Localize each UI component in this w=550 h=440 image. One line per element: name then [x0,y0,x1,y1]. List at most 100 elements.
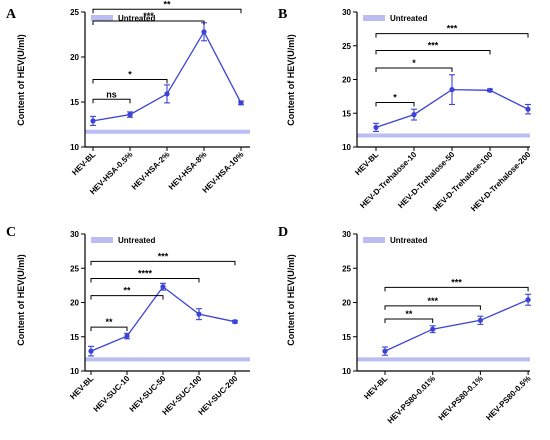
x-category-label: HEV-BL [70,150,97,177]
y-tick-label: 20 [342,299,351,308]
data-point [525,106,531,112]
significance-label: * [412,58,416,68]
y-tick-label: 15 [70,98,79,107]
y-tick-label: 15 [342,109,351,118]
data-point [487,87,493,93]
y-tick-label: 10 [70,367,79,376]
y-tick-label: 30 [342,230,351,239]
legend-swatch-untreated [363,15,385,21]
significance-bracket [90,278,200,283]
y-tick-label: 30 [342,8,351,17]
chart-panel-c: C 10 15 20 25 30 Content of HEV(U/ml) Untreated… [6,225,250,417]
y-tick-label: 25 [342,264,351,273]
legend-label-untreated: Untreated [390,236,427,245]
data-point [164,91,170,97]
data-point [373,124,379,131]
significance-bracket [90,295,164,300]
y-tick-label: 30 [70,230,79,239]
legend-label-untreated: Untreated [118,14,155,23]
y-tick-label: 25 [70,8,79,17]
y-axis-label: Content of HEV(U/ml) [286,254,296,346]
data-point [127,112,133,118]
data-point [411,112,417,118]
x-category-label: HEV-BL [68,374,95,401]
legend-swatch-untreated [91,237,113,243]
y-axis-label: Content of HEV(U/ml) [16,254,26,346]
significance-label: ** [123,286,131,296]
chart-panel-b: B 10 15 20 25 30 Content of HEV(U/ml) Untreated… [278,7,533,213]
significance-label: *** [451,277,462,287]
y-tick-label: 10 [342,367,351,376]
y-axis-label: Content of HEV(U/ml) [16,34,26,126]
data-point [196,311,202,317]
significance-label: * [393,92,397,102]
data-point [430,326,436,332]
significance-bracket [92,20,205,25]
legend-swatch-untreated [91,15,113,21]
data-point [124,333,130,339]
panel-letter: C [6,225,16,240]
y-tick-label: 25 [342,42,351,51]
significance-bracket [92,98,131,104]
y-tick-label: 20 [70,53,79,62]
series-line [384,299,529,352]
significance-label: *** [428,40,439,50]
significance-label: * [128,70,132,80]
x-category-label: HEV-BL [362,374,389,401]
y-tick-label: 15 [342,333,351,342]
significance-label: *** [158,251,169,261]
y-tick-label: 20 [342,76,351,85]
significance-bracket [375,101,415,107]
x-category-label: HEV-PS80-0.1% [437,374,485,422]
data-point [477,317,483,323]
panel-letter: B [278,7,287,22]
data-point [90,118,96,124]
significance-bracket [90,326,128,332]
legend-swatch-untreated [363,237,385,243]
data-point [525,297,531,303]
significance-bracket [92,79,168,84]
significance-label: *** [427,296,438,306]
data-point [160,284,166,290]
y-tick-label: 20 [70,299,79,308]
significance-bracket [375,33,529,38]
y-tick-label: 10 [70,143,79,152]
chart-panel-d: D 10 15 20 25 30 Content of HEV(U/ml) Untreated… [278,225,533,425]
significance-label: **** [138,269,153,279]
significance-label: ** [405,309,413,319]
data-point [238,100,244,106]
x-category-label: HEV-SUC-50 [128,374,168,414]
significance-label: ** [105,317,113,327]
significance-label: *** [143,11,154,21]
x-category-label: HEV-BL [353,150,380,177]
significance-label: ns [106,89,117,99]
significance-bracket [92,8,242,14]
data-point [382,348,388,354]
legend-label-untreated: Untreated [390,14,427,23]
significance-bracket [90,260,236,266]
x-category-label: HEV-HSA-2% [130,150,172,192]
panel-letter: A [6,7,17,22]
y-tick-label: 25 [70,264,79,273]
x-category-label: HEV-PS80-0.5% [484,374,532,422]
chart-panel-a: A 10 15 20 25 Content of HEV(U/ml) Untreated HE… [6,0,250,196]
data-point [232,319,238,325]
significance-bracket [384,305,481,310]
y-axis-label: Content of HEV(U/ml) [286,34,296,126]
significance-bracket [375,49,491,55]
data-point [88,348,94,354]
series-line [92,30,242,122]
significance-label: *** [447,24,458,34]
data-point [449,87,455,93]
x-category-label: HEV-SUC-10 [92,374,132,414]
data-point [201,29,207,35]
panel-letter: D [278,225,288,240]
legend-label-untreated: Untreated [118,236,155,245]
y-tick-label: 10 [342,143,351,152]
significance-bracket [384,286,529,292]
significance-bracket [375,67,453,73]
significance-bracket [384,318,434,323]
y-tick-label: 15 [70,333,79,342]
significance-label: ** [163,0,171,9]
